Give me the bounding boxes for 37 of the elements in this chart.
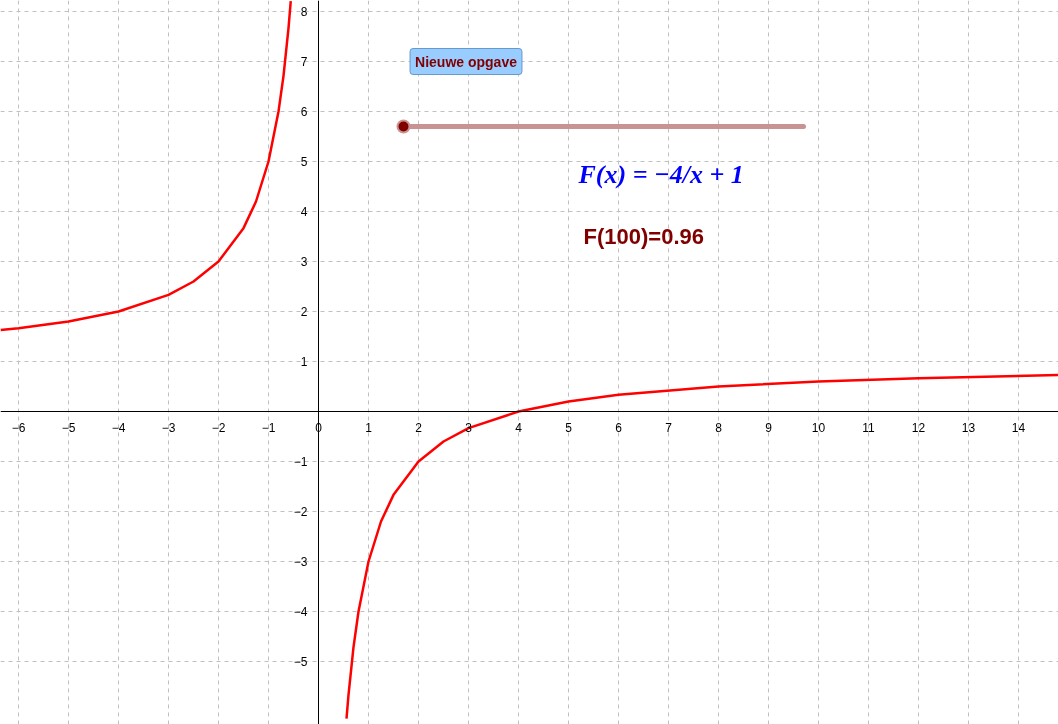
y-tick-label: 5	[300, 155, 308, 169]
y-tick-label: −1	[293, 455, 308, 469]
x-tick-label: −6	[11, 420, 26, 435]
x-tick-label: 6	[615, 420, 623, 435]
x-tick-label: −5	[61, 420, 76, 435]
x-tick-label: −3	[161, 420, 176, 435]
y-tick-label: 6	[300, 105, 308, 119]
x-tick-label: 4	[515, 420, 523, 435]
x-tick-label: 8	[715, 420, 723, 435]
x-tick-label: 14	[1011, 420, 1026, 435]
annotation: Nieuwe opgave	[415, 53, 518, 70]
y-tick-label: 8	[300, 5, 308, 19]
y-tick-label: 7	[300, 55, 308, 69]
y-tick-label: 4	[300, 205, 308, 219]
y-tick-label: 1	[300, 355, 308, 369]
x-tick-label: 2	[415, 420, 423, 435]
y-tick-label: −5	[293, 655, 308, 669]
x-tick-label: 10	[811, 420, 826, 435]
line-series	[345, 373, 1058, 720]
x-tick-label: 11	[862, 420, 876, 435]
y-tick-label: −4	[293, 605, 308, 619]
x-tick-label: −4	[111, 420, 126, 435]
x-tick-label: 12	[911, 420, 926, 435]
x-tick-label: −2	[211, 420, 226, 435]
y-tick-label: −3	[293, 555, 308, 569]
x-tick-label: 7	[665, 420, 673, 435]
x-tick-label: 9	[765, 420, 773, 435]
x-tick-label: −1	[261, 420, 276, 435]
x-tick-label: 13	[961, 420, 976, 435]
y-tick-label: 2	[300, 305, 308, 319]
y-tick-label: −2	[293, 505, 308, 519]
annotation: F(x) = −4/x + 1	[577, 159, 744, 189]
line-series	[0, 0, 292, 332]
y-tick-label: 3	[300, 255, 308, 269]
x-tick-label: 5	[565, 420, 573, 435]
x-tick-label: 1	[365, 420, 373, 435]
annotation: F(100)=0.96	[583, 224, 704, 249]
